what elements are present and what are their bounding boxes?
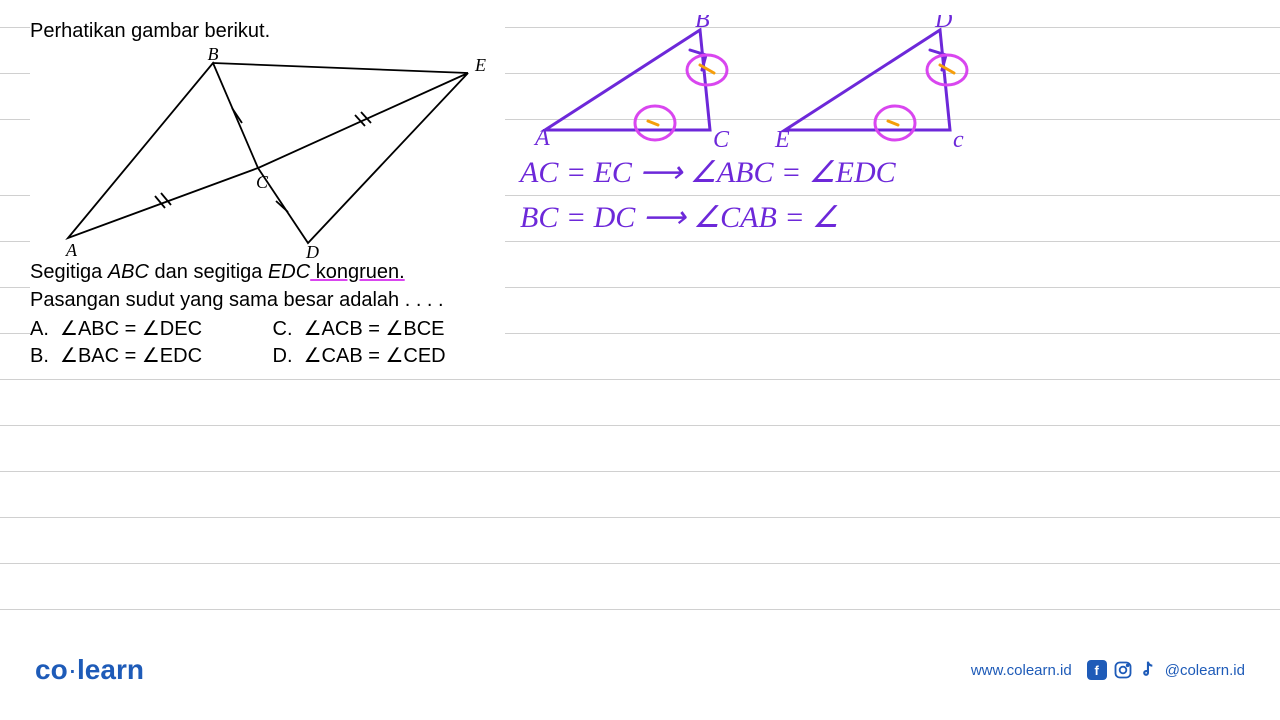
brand-logo: co·learn: [35, 654, 144, 686]
svg-text:B: B: [695, 15, 710, 33]
svg-text:A: A: [533, 125, 550, 151]
label-a: A: [65, 240, 78, 258]
svg-text:D: D: [934, 15, 952, 33]
instagram-icon[interactable]: [1113, 660, 1133, 680]
label-b: B: [207, 48, 218, 64]
geometry-diagram: B E C A D: [38, 48, 498, 258]
handwritten-line-2: BC = DC ⟶ ∠CAB = ∠: [520, 200, 839, 235]
option-b: B. ∠BAC = ∠EDC: [30, 343, 263, 368]
facebook-icon[interactable]: f: [1087, 660, 1107, 680]
svg-text:E: E: [774, 127, 790, 153]
problem-container: Perhatikan gambar berikut. B E C A D: [30, 20, 505, 365]
option-a: A. ∠ABC = ∠DEC: [30, 316, 263, 341]
answer-options: A. ∠ABC = ∠DEC C. ∠ACB = ∠BCE B. ∠BAC = …: [30, 316, 505, 368]
label-d: D: [305, 242, 319, 258]
social-handle[interactable]: @colearn.id: [1165, 662, 1245, 679]
option-c: C. ∠ACB = ∠BCE: [273, 316, 506, 341]
label-c: C: [256, 172, 269, 192]
problem-prompt: Perhatikan gambar berikut.: [30, 20, 505, 43]
option-d: D. ∠CAB = ∠CED: [273, 343, 506, 368]
label-e: E: [474, 55, 486, 75]
social-icons-group: f @colearn.id: [1087, 660, 1245, 680]
tiktok-icon[interactable]: [1139, 660, 1159, 680]
svg-text:c: c: [953, 127, 964, 153]
footer-links: www.colearn.id f @colearn.id: [971, 660, 1245, 680]
svg-text:C: C: [713, 127, 730, 153]
handwritten-diagram: A B C E D c: [530, 15, 1030, 145]
page-footer: co·learn www.colearn.id f @colearn.id: [0, 645, 1280, 695]
handwritten-line-1: AC = EC ⟶ ∠ABC = ∠EDC: [520, 155, 896, 190]
problem-statement: Segitiga ABC dan segitiga EDC kongruen. …: [30, 258, 505, 314]
footer-url[interactable]: www.colearn.id: [971, 662, 1072, 679]
